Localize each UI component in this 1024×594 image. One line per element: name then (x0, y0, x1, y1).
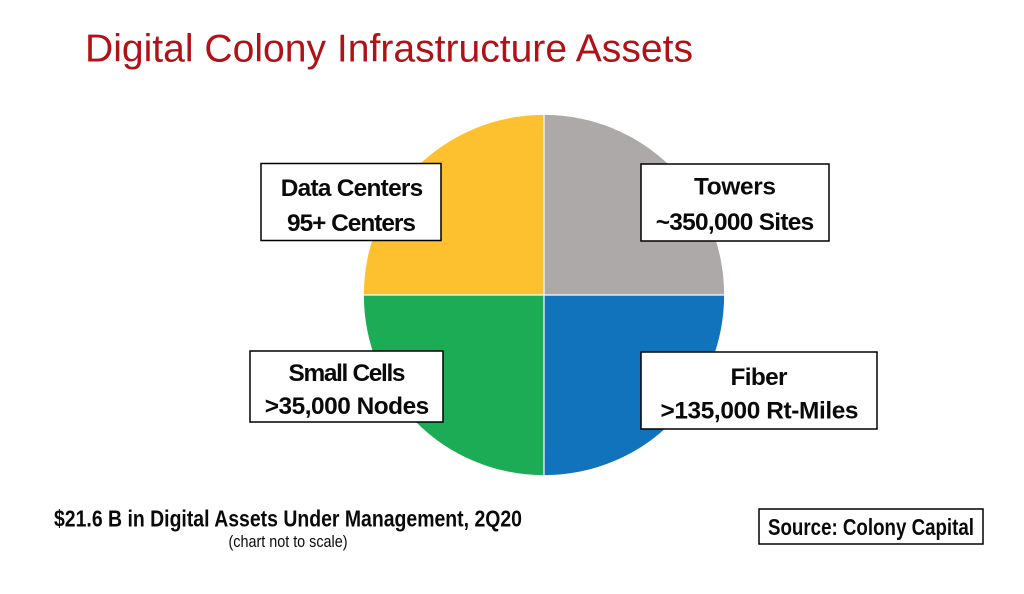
svg-text:Towers: Towers (694, 174, 776, 201)
svg-text:Small Cells: Small Cells (289, 360, 406, 387)
svg-text:(chart not to scale): (chart not to scale) (229, 533, 348, 551)
svg-text:95+ Centers: 95+ Centers (287, 210, 416, 237)
svg-text:Fiber: Fiber (731, 364, 789, 391)
svg-text:>35,000 Nodes: >35,000 Nodes (265, 393, 430, 420)
svg-text:Data Centers: Data Centers (281, 175, 424, 202)
svg-text:>135,000 Rt-Miles: >135,000 Rt-Miles (661, 398, 859, 425)
svg-text:$21.6 B in Digital Assets Unde: $21.6 B in Digital Assets Under Manageme… (54, 506, 522, 532)
svg-text:~350,000 Sites: ~350,000 Sites (656, 209, 815, 236)
svg-text:Source: Colony Capital: Source: Colony Capital (768, 514, 974, 540)
svg-text:Digital Colony Infrastructure: Digital Colony Infrastructure Assets (85, 27, 693, 70)
